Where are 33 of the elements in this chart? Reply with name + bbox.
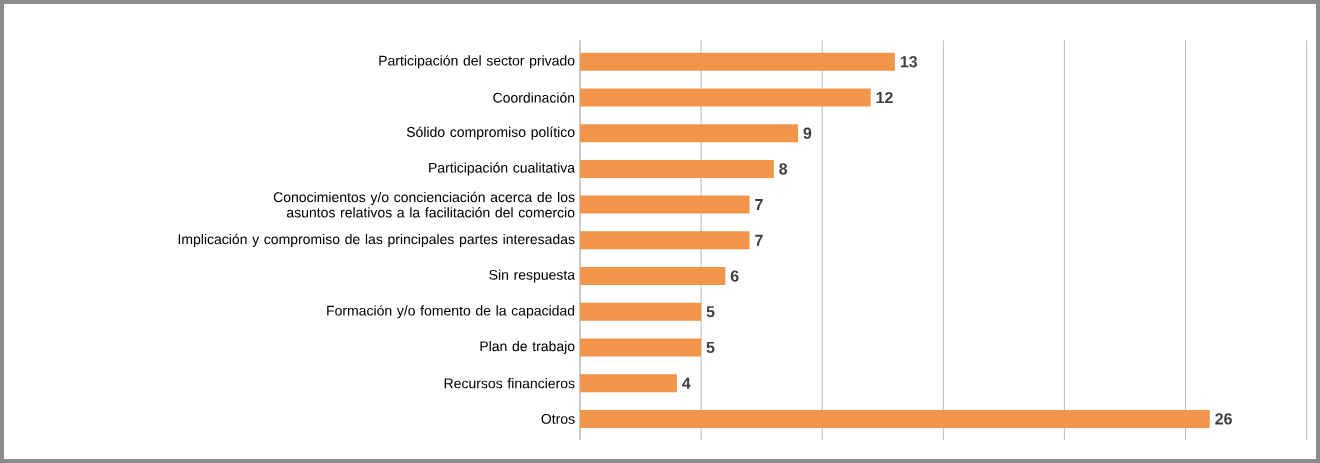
bar xyxy=(580,124,798,143)
y-tick-label: Conocimientos y/o concienciación acerca de los asuntos relativos a la facilitación del comercio xyxy=(273,191,575,218)
data-label: 5 xyxy=(706,306,715,318)
y-tick-label: Plan de trabajo xyxy=(480,340,575,354)
bar xyxy=(580,231,750,250)
data-label: 4 xyxy=(682,377,691,389)
data-label: 8 xyxy=(779,163,788,175)
y-tick-label: Recursos financieros xyxy=(444,378,575,389)
data-label: 6 xyxy=(730,270,739,282)
y-tick-label: Sólido compromiso político xyxy=(406,126,575,140)
data-label: 12 xyxy=(876,91,893,104)
data-label: 7 xyxy=(755,199,763,211)
bar xyxy=(580,159,774,178)
y-tick-label: Sin respuesta xyxy=(489,269,576,283)
y-tick-label: Formación y/o fomento de la capacidad xyxy=(327,305,575,319)
y-tick-label: Implicación y compromiso de las principales partes interesadas xyxy=(178,233,575,247)
y-tick-label: Otros xyxy=(541,413,575,424)
data-label: 9 xyxy=(803,127,812,139)
y-tick-label: Participación cualitativa xyxy=(429,162,576,176)
bar xyxy=(580,88,871,107)
data-label: 5 xyxy=(706,341,715,354)
bar xyxy=(580,267,726,286)
data-label: 7 xyxy=(755,234,763,246)
data-label: 13 xyxy=(900,56,918,68)
bar xyxy=(580,52,895,71)
bar xyxy=(580,409,1210,428)
data-label: 26 xyxy=(1215,413,1232,425)
y-tick-label: Participación del sector privado xyxy=(379,55,575,69)
bar xyxy=(580,374,677,393)
y-tick-label: Coordinación xyxy=(493,92,575,103)
bar xyxy=(580,195,750,214)
bar xyxy=(580,338,702,357)
bar xyxy=(580,302,702,321)
